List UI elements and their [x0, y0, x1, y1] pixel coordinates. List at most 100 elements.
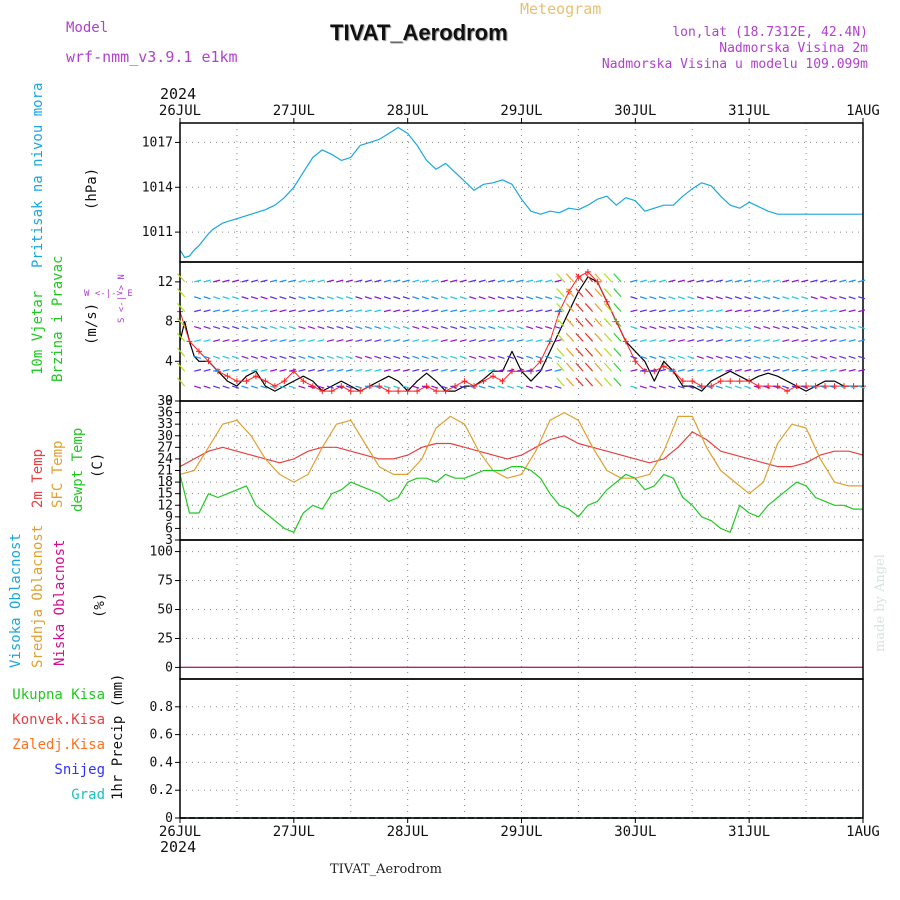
wind-arrow: [298, 309, 306, 313]
wind-arrow: [355, 339, 363, 343]
wind-arrow: [231, 385, 240, 389]
wind-arrow: [412, 309, 420, 313]
wind-arrow: [848, 355, 856, 359]
wind-arrow: [307, 368, 315, 372]
wind-arrow: [706, 296, 714, 300]
wind-arrow: [639, 385, 647, 389]
gust-marker: [499, 378, 506, 385]
wind-arrow: [336, 368, 344, 372]
wind-arrow: [232, 309, 240, 313]
wind-arrow: [801, 385, 809, 389]
wind-arrow: [763, 355, 771, 359]
gust-marker: [262, 378, 269, 385]
wind-arrow: [545, 385, 553, 389]
wind-arrow: [734, 339, 742, 343]
wind-arrow: [556, 303, 565, 313]
wind-arrow: [556, 362, 565, 372]
gust-marker: [233, 378, 240, 385]
wind-arrow: [516, 385, 524, 389]
wind-arrow: [810, 355, 818, 359]
series-sfc-temp: [179, 412, 863, 495]
wind-arrow: [763, 296, 771, 300]
wind-arrow: [241, 339, 249, 343]
wind-arrow: [355, 309, 363, 313]
wind-arrow: [317, 296, 325, 300]
wind-arrow: [345, 296, 353, 300]
wind-arrow: [459, 309, 467, 313]
wind-arrow: [213, 279, 221, 283]
wind-arrow: [772, 355, 780, 359]
wind-arrow: [848, 368, 856, 372]
wind-arrow: [696, 368, 704, 372]
wind-arrow: [307, 355, 315, 359]
wind-arrow: [203, 296, 211, 300]
wind-arrow: [545, 309, 553, 313]
wind-arrow: [194, 296, 202, 300]
wind-arrow: [820, 355, 828, 359]
gust-marker: [290, 368, 297, 375]
wind-arrow: [744, 296, 752, 300]
wind-arrow: [326, 385, 334, 389]
wind-arrow: [791, 368, 799, 372]
y-tick-label: 15: [157, 487, 173, 502]
wind-arrow: [497, 325, 505, 330]
wind-arrow: [658, 339, 666, 343]
wind-arrow: [848, 309, 856, 313]
gust-marker: [319, 388, 326, 395]
wind-arrow: [858, 279, 866, 283]
wind-arrow: [355, 368, 363, 372]
wind-arrow: [810, 339, 818, 343]
x-tick-label-bottom: 27JUL: [273, 824, 315, 840]
wind-arrow: [488, 385, 496, 389]
y-tick-label: 36: [157, 406, 173, 421]
wind-arrow: [374, 368, 382, 372]
wind-arrow: [535, 355, 543, 359]
wind-arrow: [176, 377, 186, 387]
wind-arrow: [440, 325, 448, 330]
x-tick-label-top: 29JUL: [500, 103, 542, 119]
wind-arrow: [706, 355, 714, 359]
wind-arrow: [556, 273, 565, 283]
wind-arrow: [594, 377, 603, 387]
wind-arrow: [516, 279, 524, 283]
wind-arrow: [279, 325, 287, 330]
wind-arrow: [649, 339, 657, 343]
wind-arrow: [421, 339, 429, 343]
gust-marker: [347, 388, 354, 395]
wind-arrow: [763, 325, 771, 330]
wind-arrow: [393, 339, 401, 343]
wind-arrow: [677, 385, 685, 389]
wind-arrow: [848, 279, 856, 283]
wind-arrow: [848, 325, 856, 330]
wind-arrow: [820, 296, 828, 300]
wind-arrow: [554, 339, 562, 343]
wind-arrow: [575, 347, 584, 357]
wind-arrow: [364, 279, 372, 283]
wind-arrow: [668, 339, 676, 343]
wind-arrow: [603, 303, 613, 313]
wind-arrow: [734, 296, 742, 300]
wind-arrow: [763, 368, 771, 372]
gust-marker: [689, 378, 696, 385]
wind-arrow: [677, 279, 685, 283]
wind-arrow: [687, 325, 695, 330]
wind-arrow: [613, 288, 622, 298]
wind-arrow: [497, 339, 505, 343]
wind-arrow: [658, 368, 666, 372]
wind-arrow: [535, 385, 543, 389]
wind-arrow: [545, 368, 553, 372]
wind-arrow: [801, 355, 809, 359]
wind-arrow: [412, 355, 420, 359]
wind-arrow: [469, 385, 477, 389]
wind-arrow: [820, 339, 828, 343]
wind-arrow: [345, 279, 353, 283]
wind-arrow: [336, 296, 344, 300]
wind-arrow: [649, 296, 657, 300]
wind-arrow: [744, 355, 752, 359]
wind-arrow: [288, 355, 296, 359]
gust-marker: [509, 368, 516, 375]
wind-arrow: [630, 325, 638, 330]
wind-arrow: [194, 309, 202, 313]
wind-arrow: [839, 279, 847, 283]
gust-marker: [841, 383, 848, 390]
